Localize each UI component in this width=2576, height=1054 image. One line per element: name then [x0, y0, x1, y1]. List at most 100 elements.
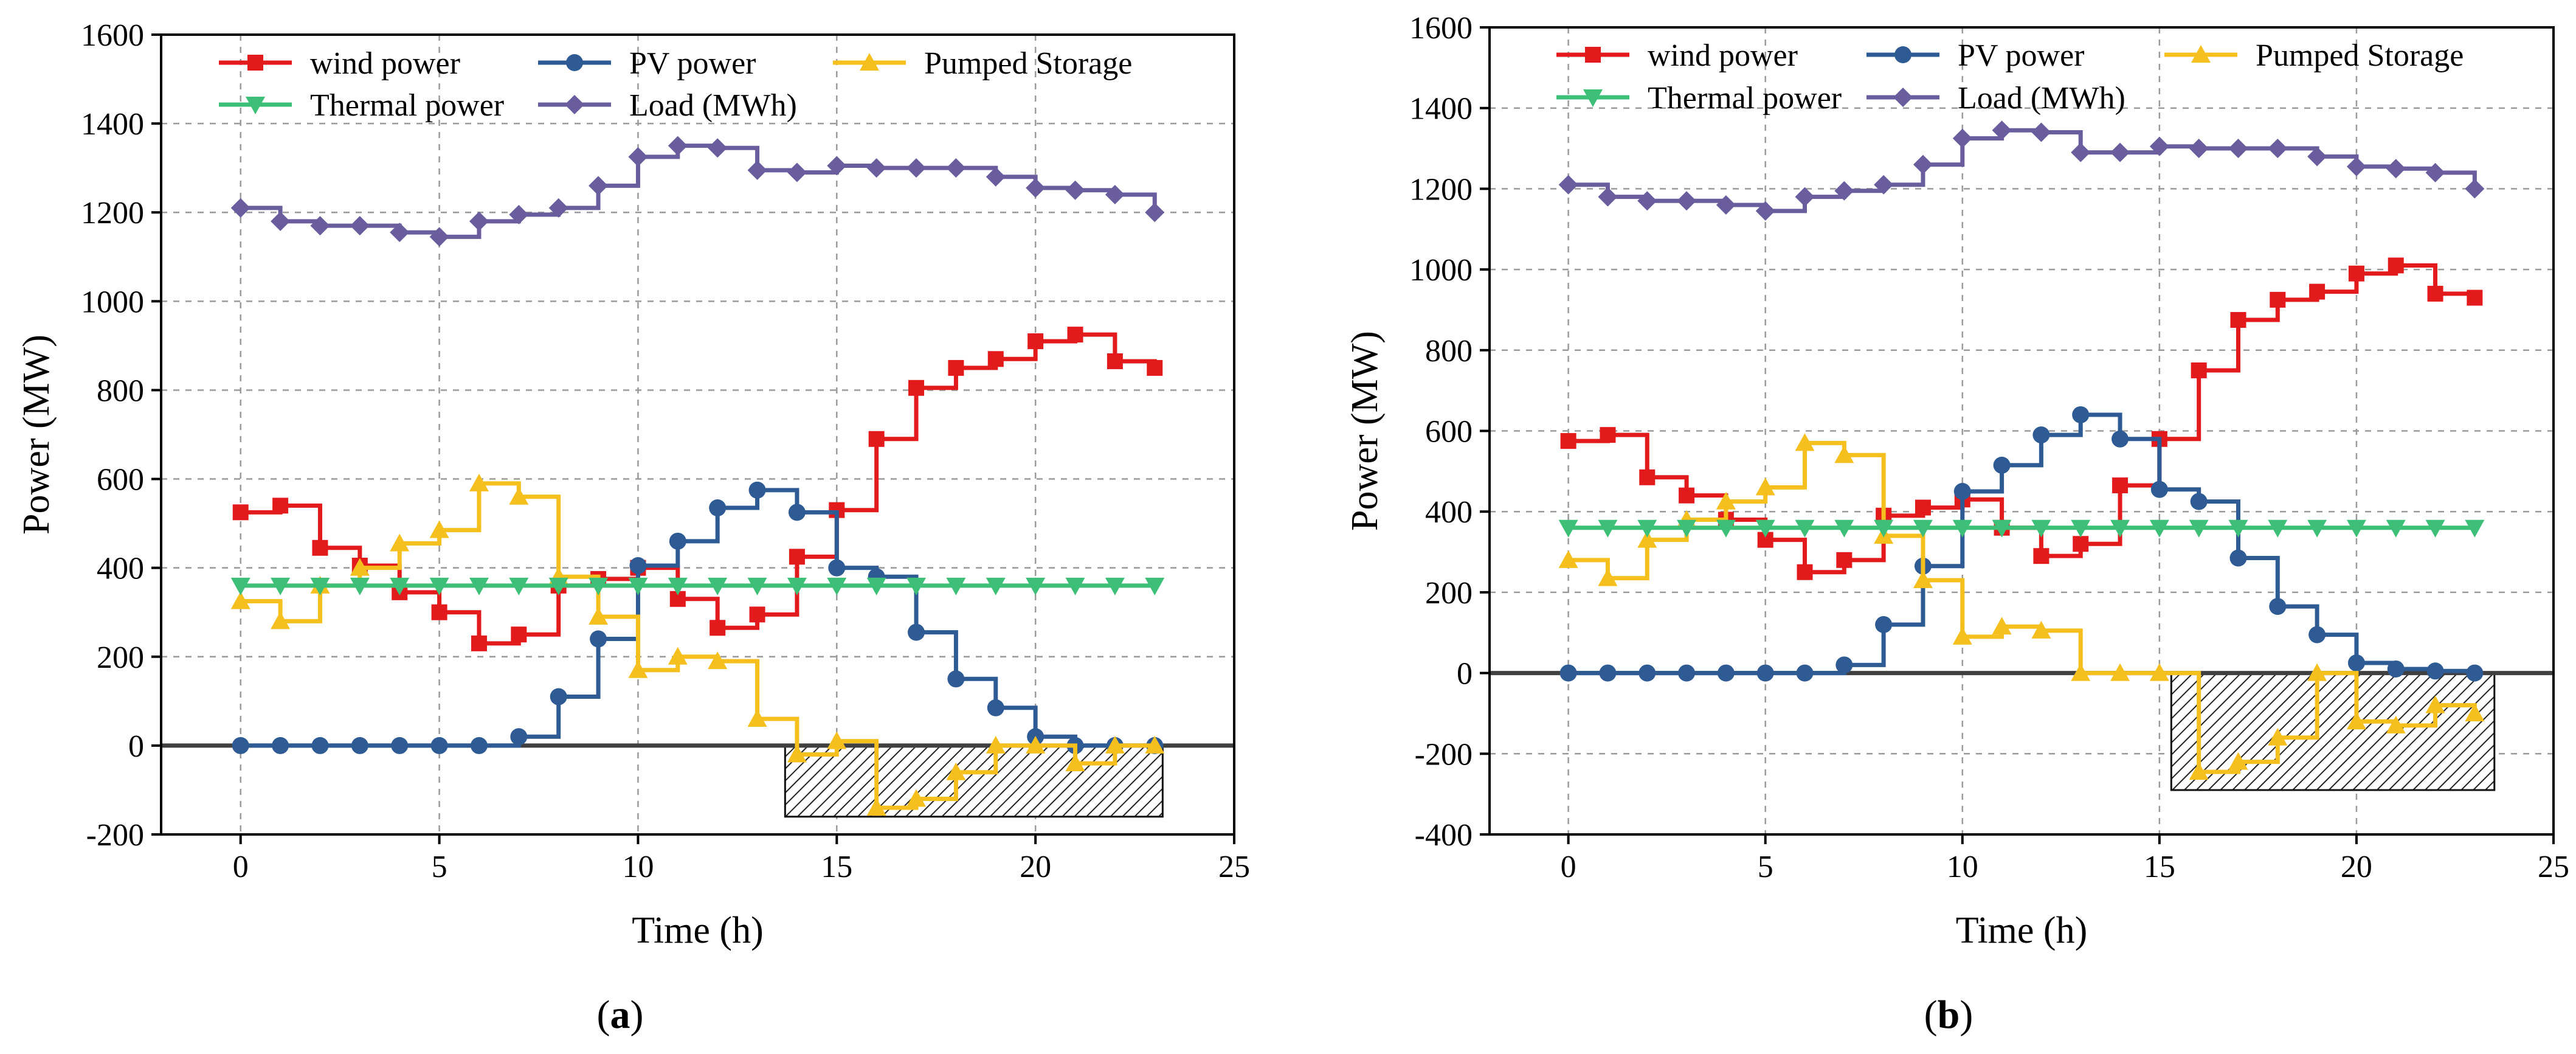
data-point-load [469, 211, 489, 231]
data-point-wind [2467, 290, 2483, 306]
y-axis-title: Power (MW) [16, 335, 57, 535]
data-point-load [1558, 175, 1578, 195]
data-point-wind [1639, 469, 1656, 485]
data-point-pumped [271, 611, 291, 629]
chart-panel-b: 0 5 10 15 20 25 -400 -200 0 200 400 600 800 1000 1200 1… [1344, 11, 2569, 1037]
data-point-wind [1797, 564, 1813, 580]
series-pv [1559, 406, 2484, 682]
legend-marker-load [1893, 88, 1913, 107]
data-point-thermal [1145, 577, 1165, 595]
data-point-pv [1756, 664, 1774, 682]
y-tick-label: 0 [1457, 657, 1473, 692]
y-tick-label: 400 [97, 552, 144, 586]
data-point-wind [1560, 433, 1576, 449]
x-tick-label: 20 [2341, 850, 2372, 884]
legend-label-thermal: Thermal power [310, 88, 504, 123]
data-point-pumped [827, 731, 847, 749]
data-point-pv [2347, 654, 2365, 672]
data-point-pumped [1716, 491, 1736, 510]
data-point-pv [2308, 626, 2326, 643]
data-point-wind [1147, 359, 1163, 376]
data-point-pumped [1637, 530, 1657, 548]
plot-frame [160, 33, 1235, 836]
y-tick-label: 200 [97, 640, 144, 675]
data-point-pumped [1834, 445, 1854, 463]
x-tick-label: 5 [1758, 850, 1773, 884]
x-tick-label: 10 [622, 850, 654, 884]
data-point-wind [471, 635, 487, 651]
data-point-pumped [1145, 735, 1165, 754]
data-point-pumped [390, 533, 410, 552]
data-point-load [2189, 139, 2209, 159]
data-point-pv [510, 728, 528, 746]
x-tick-label: 25 [2538, 850, 2569, 884]
data-point-pumped [230, 591, 250, 609]
data-point-wind [2427, 285, 2443, 302]
data-point-load [747, 160, 767, 180]
data-point-load [2386, 159, 2406, 179]
x-tick-label: 5 [432, 850, 447, 884]
data-point-load [2268, 139, 2288, 159]
data-point-load [1834, 181, 1854, 201]
data-point-pv [629, 557, 647, 575]
y-tick-label: 800 [1425, 334, 1473, 369]
data-point-pumped [668, 647, 688, 665]
data-point-thermal [787, 577, 807, 595]
x-tick-label: 15 [2144, 850, 2175, 884]
data-point-pv [828, 559, 846, 577]
data-point-load [906, 158, 927, 178]
legend-label-thermal: Thermal power [1648, 81, 1842, 116]
legend-marker-load [565, 95, 584, 114]
data-point-load [310, 216, 330, 236]
legend-item-load: Load (MWh) [1866, 81, 2125, 116]
y-tick-label: 1400 [81, 107, 144, 142]
data-point-wind [749, 606, 765, 623]
data-point-thermal [271, 577, 291, 595]
series-pv [232, 481, 1164, 754]
data-point-load [2307, 147, 2327, 167]
y-axis-title: Power (MW) [1344, 331, 1386, 531]
y-tick-label: -200 [1415, 737, 1473, 772]
legend-item-pumped: Pumped Storage [2164, 38, 2464, 73]
data-point-wind [908, 380, 925, 396]
data-point-wind [2270, 291, 2286, 308]
data-point-pumped [986, 735, 1006, 754]
data-point-pv [947, 670, 965, 688]
data-point-wind [1027, 333, 1044, 350]
data-point-load [230, 198, 250, 218]
data-point-wind [868, 431, 885, 447]
data-point-pumped [1795, 433, 1815, 451]
data-point-pv [669, 532, 686, 550]
data-point-load [2425, 162, 2445, 182]
data-point-pv [311, 737, 329, 754]
panel-label: (b) [1924, 993, 1973, 1037]
series-line-wind [240, 332, 1157, 646]
x-axis-title: Time (h) [632, 910, 763, 951]
data-point-thermal [2031, 519, 2051, 538]
data-point-pv [2466, 664, 2484, 682]
data-point-thermal [906, 577, 927, 595]
data-point-thermal [668, 577, 688, 595]
panel-label: (a) [597, 993, 644, 1037]
data-point-thermal [589, 577, 609, 595]
legend-label-wind: wind power [1648, 38, 1798, 73]
data-point-thermal [350, 577, 370, 595]
data-point-pumped [628, 660, 648, 678]
legend-item-pv: PV power [538, 46, 756, 81]
series-wind [1560, 257, 2483, 580]
x-tick-label: 0 [1561, 850, 1576, 884]
data-point-pumped [589, 607, 609, 625]
data-point-pumped [2346, 712, 2366, 730]
data-point-load [946, 158, 966, 178]
data-point-pv [2112, 430, 2129, 448]
data-point-thermal [2071, 519, 2091, 538]
x-tick-label: 20 [1020, 850, 1051, 884]
data-point-thermal [429, 577, 449, 595]
data-point-wind [232, 504, 249, 521]
legend: wind power PV power Pumped Storage Thermal … [1556, 38, 2464, 116]
data-point-pv [1953, 483, 1971, 501]
legend-marker-wind [247, 55, 263, 71]
data-point-load [1065, 180, 1085, 200]
data-point-wind [2033, 548, 2049, 564]
